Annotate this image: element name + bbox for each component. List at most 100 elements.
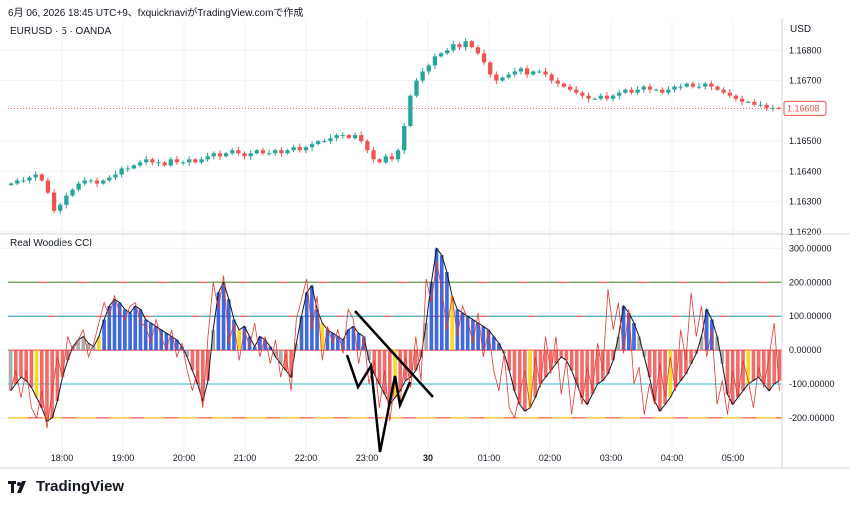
cci-bar — [86, 343, 91, 351]
cci-bar — [652, 350, 657, 401]
candle-body — [322, 141, 327, 143]
cci-bar — [175, 339, 179, 351]
candle-body — [604, 95, 610, 99]
candle-body — [543, 71, 548, 75]
cci-bar — [325, 329, 330, 351]
cci-bar — [569, 350, 574, 371]
candle-body — [494, 74, 499, 81]
candle-body — [574, 89, 579, 93]
cci-bar — [268, 346, 273, 351]
brand-name: TradingView — [36, 478, 125, 495]
cci-bar — [13, 350, 18, 385]
user-drawing[interactable] — [345, 310, 434, 453]
candle-body — [352, 135, 358, 139]
cci-bar — [65, 350, 70, 361]
candle-body — [764, 104, 769, 108]
cci-bar — [226, 299, 231, 351]
candle-body — [776, 107, 782, 109]
cci-bar — [154, 326, 158, 351]
x-tick-label: 01:00 — [478, 453, 501, 463]
candle-body — [27, 177, 32, 181]
cci-bar — [455, 309, 460, 351]
trend-line-drawing — [354, 310, 434, 398]
brand[interactable]: TradingView — [8, 478, 124, 495]
candle-body — [746, 101, 751, 103]
cci-bar — [751, 350, 756, 381]
candle-body — [88, 180, 94, 182]
candle-body — [45, 180, 51, 193]
cci-bar — [491, 336, 496, 351]
candle-body — [506, 74, 511, 78]
cci-bar — [45, 350, 49, 422]
cci-bar — [460, 312, 465, 351]
candle-body — [488, 62, 493, 75]
candle-body — [770, 107, 775, 109]
cci-bar — [315, 309, 319, 351]
cci-bar — [159, 329, 164, 351]
candle-body — [617, 92, 622, 96]
candle-body — [586, 95, 591, 99]
candle-body — [752, 101, 757, 105]
candle-body — [144, 159, 149, 163]
currency-label[interactable]: USD — [790, 24, 812, 35]
cci-bar — [523, 350, 527, 412]
cci-bar — [278, 350, 283, 364]
candle-body — [205, 156, 210, 160]
cci-bar — [715, 336, 719, 351]
candle-body — [733, 95, 739, 99]
x-tick-label: 05:00 — [722, 453, 745, 463]
candle-body — [137, 162, 143, 166]
candle-body — [549, 74, 554, 81]
cci-bar — [351, 326, 356, 351]
cci-bar — [559, 350, 564, 357]
symbol-label[interactable]: EURUSD · 5 · OANDA — [10, 26, 112, 37]
cci-bar — [341, 339, 345, 351]
cci-bar — [107, 306, 112, 351]
candle-body — [303, 147, 309, 151]
tradingview-logo-icon — [8, 480, 26, 493]
candle-body — [445, 50, 450, 54]
cci-bar — [434, 248, 439, 351]
cci-bar — [367, 350, 371, 361]
cci-bar — [211, 329, 216, 351]
candle-body — [230, 150, 235, 154]
cci-bar — [777, 350, 782, 381]
price-tick-label: 1.16200 — [789, 227, 822, 237]
candle-body — [684, 83, 689, 87]
candle-body — [580, 92, 585, 96]
cci-bar — [330, 333, 335, 351]
candle-body — [395, 150, 401, 160]
cci-bar — [346, 329, 351, 351]
cci-bar — [543, 350, 548, 378]
candle-body — [660, 89, 665, 93]
candle-body — [254, 150, 259, 154]
x-tick-label: 19:00 — [112, 453, 135, 463]
candle-body — [451, 44, 456, 51]
candle-body — [610, 95, 616, 99]
candle-body — [199, 159, 204, 163]
cci-bar — [71, 346, 75, 351]
candle-body — [359, 135, 364, 142]
x-tick-label: 30 — [423, 453, 433, 463]
candle-body — [266, 153, 272, 155]
candle-body — [518, 68, 524, 72]
candle-body — [598, 95, 603, 99]
candle-body — [346, 135, 352, 139]
candle-body — [156, 162, 161, 164]
cci-bar — [471, 319, 475, 351]
candle-body — [567, 86, 573, 90]
candle-body — [524, 68, 530, 75]
cci-bar — [138, 309, 143, 351]
candle-body — [309, 144, 315, 148]
candle-body — [715, 86, 720, 90]
indicator-label[interactable]: Real Woodies CCI — [10, 238, 93, 249]
candle-body — [64, 195, 69, 205]
cci-bar — [528, 350, 532, 408]
candle-body — [113, 174, 118, 178]
cci-bar — [377, 350, 382, 385]
cci-bar — [299, 316, 304, 351]
axes: 18:00 19:00 20:00 21:00 22:00 23:00 30 01:00 02:… — [0, 18, 850, 469]
candle-body — [457, 44, 462, 48]
candle-body — [512, 71, 517, 75]
